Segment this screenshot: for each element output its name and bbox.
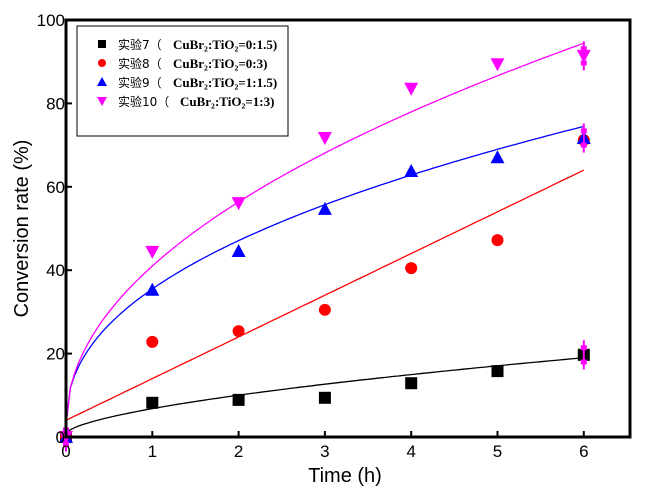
- y-tick-label: 20: [46, 345, 65, 364]
- marker-triangle-up: [490, 150, 505, 164]
- x-tick-label: 2: [234, 442, 243, 461]
- error-cap: [580, 128, 587, 134]
- legend-label-formula: CuBr₂:TiO₂=0:1.5): [173, 37, 277, 52]
- marker-square: [405, 377, 418, 390]
- marker-circle: [318, 303, 331, 316]
- axes: [64, 18, 632, 439]
- fit-line: [65, 169, 585, 421]
- marker-triangle-up: [404, 163, 419, 177]
- y-tick-label: 60: [46, 178, 65, 197]
- marker-square: [98, 40, 106, 48]
- marker-triangle-down: [490, 58, 505, 72]
- y-tick-label: 100: [37, 11, 65, 30]
- marker-triangle-down: [145, 245, 160, 259]
- marker-triangle-down: [404, 82, 419, 96]
- marker-square: [232, 393, 245, 406]
- marker-square: [146, 396, 159, 409]
- error-cap: [580, 359, 587, 365]
- marker-triangle-down: [97, 97, 107, 106]
- x-tick-label: 1: [148, 442, 157, 461]
- marker-square: [318, 391, 331, 404]
- error-cap: [580, 60, 587, 66]
- error-cap: [580, 142, 587, 148]
- marker-circle: [405, 262, 418, 275]
- marker-triangle-down: [231, 197, 246, 211]
- marker-circle: [146, 335, 159, 348]
- marker-circle: [491, 234, 504, 247]
- marker-triangle-up: [145, 282, 160, 296]
- marker-triangle-up: [97, 77, 107, 86]
- legend-label-formula: CuBr₂:TiO₂=1:1.5): [173, 75, 277, 90]
- data-markers: [59, 41, 591, 452]
- marker-square: [491, 365, 504, 378]
- legend-label-formula: CuBr₂:TiO₂=1:3): [180, 94, 274, 109]
- x-tick-label: 5: [493, 442, 502, 461]
- legend-box: [76, 25, 289, 137]
- error-cap: [580, 345, 587, 351]
- legend-label-formula: CuBr₂:TiO₂=0:3): [173, 56, 267, 71]
- x-tick-label: 4: [406, 442, 415, 461]
- plot-frame: [64, 18, 632, 439]
- legend-label-prefix: 实验7（: [118, 37, 162, 52]
- legend-label-prefix: 实验9（: [118, 75, 162, 90]
- y-axis-title: Conversion rate (%): [11, 140, 33, 318]
- fit-line: [65, 125, 584, 425]
- y-tick-label: 0: [56, 428, 65, 447]
- error-cap: [63, 441, 69, 447]
- x-tick-label: 3: [320, 442, 329, 461]
- x-tick-label: 6: [579, 442, 588, 461]
- error-cap: [580, 46, 587, 52]
- marker-circle: [232, 325, 245, 338]
- marker-triangle-down: [317, 132, 332, 146]
- fit-line: [65, 42, 585, 425]
- legend: 实验7（ CuBr₂:TiO₂=0:1.5) 实验8（ CuBr₂:TiO₂=0:3)…: [76, 25, 289, 137]
- legend-label-prefix: 实验10（: [118, 94, 169, 109]
- marker-triangle-up: [317, 201, 332, 215]
- marker-triangle-up: [231, 244, 246, 258]
- y-tick-label: 40: [46, 261, 65, 280]
- legend-label-prefix: 实验8（: [118, 56, 162, 71]
- x-tick-label: 0: [61, 442, 70, 461]
- marker-circle: [98, 59, 106, 67]
- y-tick-label: 80: [46, 94, 65, 113]
- x-axis-title: Time (h): [308, 465, 382, 487]
